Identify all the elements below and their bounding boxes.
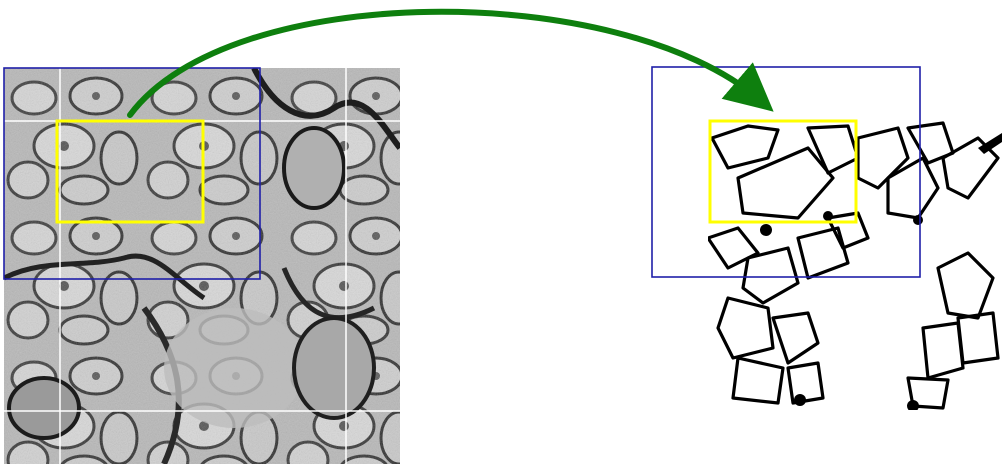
left-outer-box <box>3 67 261 280</box>
mapping-arrow <box>127 8 774 118</box>
right-inner-box <box>708 119 858 224</box>
right-outer-box <box>651 66 921 278</box>
segmentation-map <box>708 118 1002 410</box>
left-inner-box <box>55 119 205 224</box>
